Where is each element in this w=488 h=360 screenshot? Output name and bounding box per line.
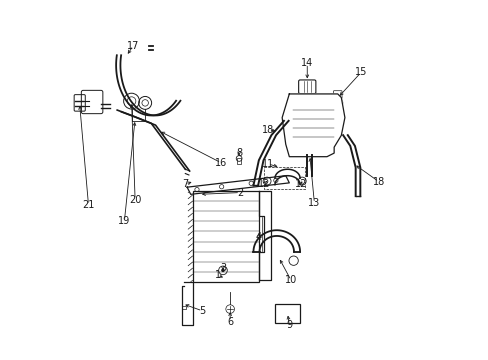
Text: 14: 14 [301, 58, 313, 68]
Bar [274, 304, 300, 323]
Text: 7: 7 [182, 179, 188, 189]
Text: 13: 13 [307, 198, 320, 208]
Text: 8: 8 [236, 148, 242, 158]
Text: 12: 12 [258, 179, 270, 189]
Bar [192, 191, 258, 282]
Text: 20: 20 [129, 195, 141, 205]
Text: 3: 3 [220, 263, 225, 273]
Text: 6: 6 [226, 317, 233, 327]
Text: 10: 10 [285, 275, 297, 285]
Text: 11: 11 [261, 159, 273, 169]
Text: 12: 12 [294, 179, 307, 189]
Text: 18: 18 [262, 125, 274, 135]
Text: 19: 19 [118, 216, 130, 226]
Text: 17: 17 [127, 41, 139, 50]
Polygon shape [187, 176, 289, 194]
Circle shape [221, 269, 224, 272]
Text: 16: 16 [215, 158, 227, 168]
Text: 21: 21 [82, 200, 95, 210]
Text: 18: 18 [372, 177, 385, 187]
Polygon shape [258, 191, 271, 280]
Text: 4: 4 [255, 232, 262, 242]
Bar [182, 306, 185, 309]
Polygon shape [282, 94, 344, 157]
Text: 5: 5 [199, 306, 205, 316]
Text: 2: 2 [237, 188, 243, 198]
Text: 9: 9 [285, 320, 292, 330]
Bar [258, 194, 261, 279]
Text: 1: 1 [214, 270, 220, 280]
Polygon shape [182, 282, 192, 325]
Text: 15: 15 [354, 67, 366, 77]
